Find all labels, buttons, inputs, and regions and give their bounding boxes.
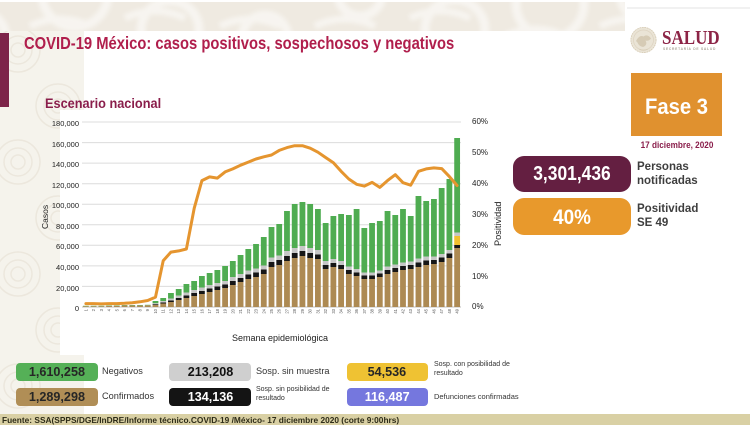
svg-text:19: 19: [223, 308, 228, 313]
svg-text:8: 8: [138, 308, 143, 311]
svg-text:33: 33: [331, 308, 336, 313]
svg-text:45: 45: [424, 308, 429, 313]
svg-text:42: 42: [401, 308, 406, 313]
svg-text:40: 40: [385, 308, 390, 313]
svg-text:13: 13: [176, 308, 181, 313]
svg-text:25: 25: [269, 308, 274, 313]
svg-text:49: 49: [455, 308, 460, 313]
svg-text:46: 46: [431, 308, 436, 313]
svg-text:22: 22: [246, 308, 251, 313]
svg-text:21: 21: [238, 308, 243, 313]
svg-text:34: 34: [339, 308, 344, 313]
svg-text:11: 11: [161, 308, 166, 313]
svg-text:3: 3: [99, 308, 104, 311]
svg-text:29: 29: [300, 308, 305, 313]
svg-text:36: 36: [354, 308, 359, 313]
svg-text:18: 18: [215, 308, 220, 313]
svg-text:7: 7: [130, 308, 135, 311]
svg-text:2: 2: [91, 308, 96, 311]
svg-text:27: 27: [285, 308, 290, 313]
svg-text:28: 28: [292, 308, 297, 313]
svg-text:41: 41: [393, 308, 398, 313]
svg-text:5: 5: [114, 308, 119, 311]
svg-text:10: 10: [153, 308, 158, 313]
svg-text:30: 30: [308, 308, 313, 313]
svg-text:9: 9: [145, 308, 150, 311]
svg-text:6: 6: [122, 308, 127, 311]
svg-text:39: 39: [377, 308, 382, 313]
svg-text:44: 44: [416, 308, 421, 313]
svg-text:32: 32: [323, 308, 328, 313]
svg-text:48: 48: [447, 308, 452, 313]
svg-text:1: 1: [83, 308, 88, 311]
svg-text:38: 38: [370, 308, 375, 313]
svg-text:24: 24: [261, 308, 266, 313]
svg-text:31: 31: [315, 308, 320, 313]
svg-text:35: 35: [346, 308, 351, 313]
svg-text:26: 26: [277, 308, 282, 313]
svg-text:47: 47: [439, 308, 444, 313]
svg-text:15: 15: [192, 308, 197, 313]
svg-text:20: 20: [230, 308, 235, 313]
svg-text:16: 16: [199, 308, 204, 313]
svg-text:43: 43: [408, 308, 413, 313]
svg-text:14: 14: [184, 308, 189, 313]
svg-text:12: 12: [168, 308, 173, 313]
svg-text:37: 37: [362, 308, 367, 313]
svg-text:23: 23: [254, 308, 259, 313]
svg-text:4: 4: [107, 308, 112, 311]
svg-text:17: 17: [207, 308, 212, 313]
